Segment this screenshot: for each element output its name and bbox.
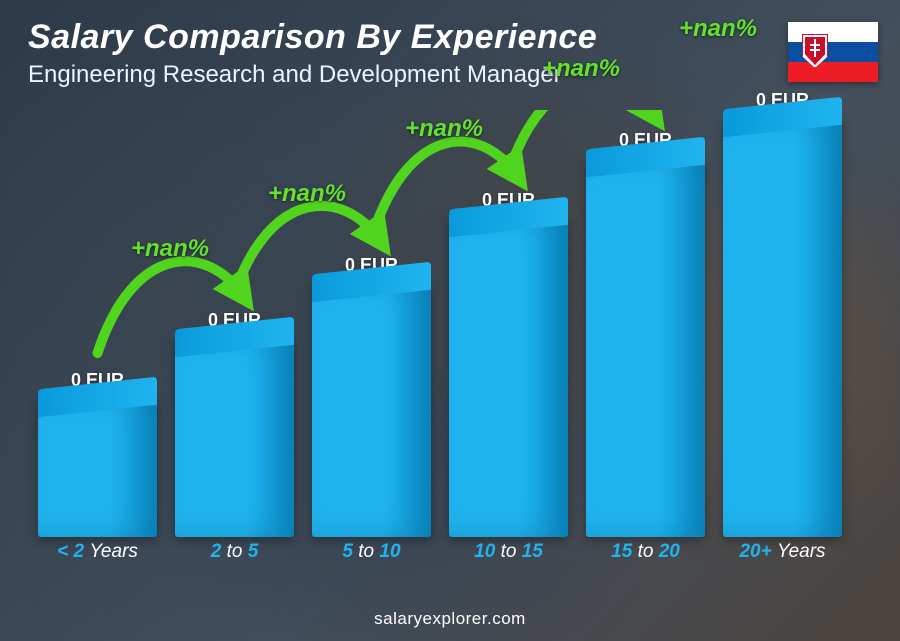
x-label: 10 to 15	[449, 541, 568, 571]
pct-change-label: +nan%	[268, 180, 346, 208]
xlabel-post: 10	[374, 541, 400, 562]
xlabel-thin: to	[227, 541, 243, 562]
bar-front-face	[449, 217, 568, 537]
xlabel-pre: 2	[211, 541, 227, 562]
flag-stripe-red	[788, 62, 878, 82]
xlabel-post: 5	[242, 541, 258, 562]
x-label: 15 to 20	[586, 541, 705, 571]
chart-area: 0 EUR0 EUR0 EUR0 EUR0 EUR0 EUR < 2 Years…	[30, 110, 850, 571]
xlabel-thin: to	[501, 541, 517, 562]
bar-front-face	[175, 337, 294, 537]
bar-slot-2: 0 EUR	[312, 255, 431, 537]
xlabel-thin: Years	[89, 541, 138, 562]
xlabel-thin: to	[358, 541, 374, 562]
x-label: 2 to 5	[175, 541, 294, 571]
xlabel-pre: 5	[342, 541, 358, 562]
bar	[38, 397, 157, 537]
title-main: Salary Comparison By Experience	[28, 18, 597, 57]
infographic-stage: Salary Comparison By Experience Engineer…	[0, 0, 900, 641]
flag-stripe-blue	[788, 42, 878, 62]
flag-cross-icon	[810, 39, 820, 59]
bar	[723, 117, 842, 537]
bar-front-face	[312, 282, 431, 537]
xlabel-thin: to	[638, 541, 654, 562]
xlabel-pre: 10	[474, 541, 500, 562]
bar-slot-0: 0 EUR	[38, 370, 157, 537]
title-block: Salary Comparison By Experience Engineer…	[28, 18, 597, 89]
bar-front-face	[38, 397, 157, 537]
x-label: < 2 Years	[38, 541, 157, 571]
bar-slot-1: 0 EUR	[175, 310, 294, 537]
flag-slovakia	[788, 22, 878, 82]
bar-front-face	[723, 117, 842, 537]
pct-change-label: +nan%	[405, 115, 483, 143]
footer-credit: salaryexplorer.com	[0, 609, 900, 629]
xlabel-thin: Years	[777, 541, 826, 562]
xlabel-post: 20	[653, 541, 679, 562]
xlabel-pre: 15	[611, 541, 637, 562]
bar-slot-4: 0 EUR	[586, 130, 705, 537]
flag-stripe-white	[788, 22, 878, 42]
bar	[586, 157, 705, 537]
title-sub: Engineering Research and Development Man…	[28, 61, 597, 89]
bar	[175, 337, 294, 537]
bar	[449, 217, 568, 537]
pct-change-label: +nan%	[679, 15, 757, 43]
xlabel-pre: < 2	[57, 541, 89, 562]
bars-row: 0 EUR0 EUR0 EUR0 EUR0 EUR0 EUR	[30, 110, 850, 537]
bar-slot-5: 0 EUR	[723, 90, 842, 537]
pct-change-label: +nan%	[131, 235, 209, 263]
bar-front-face	[586, 157, 705, 537]
bar-slot-3: 0 EUR	[449, 190, 568, 537]
x-label: 5 to 10	[312, 541, 431, 571]
xlabel-pre: 20+	[739, 541, 777, 562]
xlabels-row: < 2 Years2 to 55 to 1010 to 1515 to 2020…	[30, 541, 850, 571]
bar	[312, 282, 431, 537]
xlabel-post: 15	[516, 541, 542, 562]
pct-change-label: +nan%	[542, 55, 620, 83]
x-label: 20+ Years	[723, 541, 842, 571]
